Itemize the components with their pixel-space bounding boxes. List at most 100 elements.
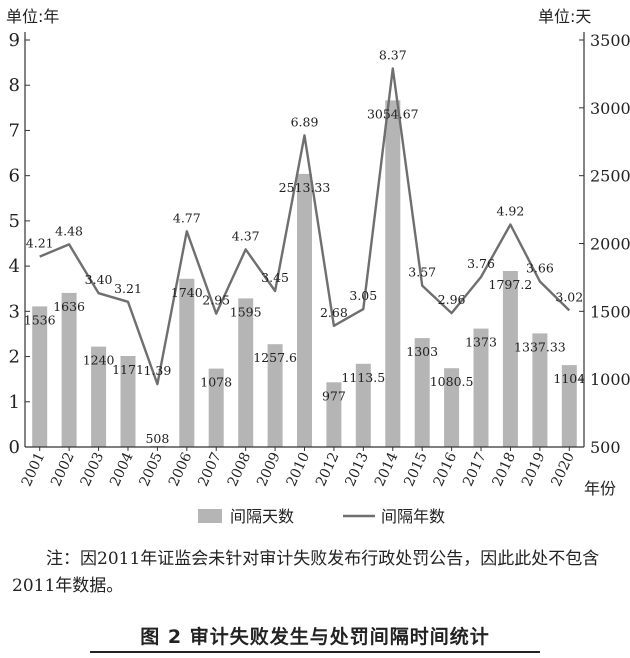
right-tick-label: 2000	[590, 235, 630, 254]
x-tick-label: 2008	[225, 450, 255, 489]
left-tick-label: 6	[9, 166, 20, 187]
right-tick-label: 2500	[590, 167, 630, 186]
right-tick-label: 3500	[590, 31, 630, 50]
right-tick-label: 3000	[590, 99, 630, 118]
right-tick-label: 500	[590, 438, 621, 457]
x-tick-label: 2006	[166, 450, 196, 489]
bar-2013	[355, 363, 371, 447]
bar-value-label: 1104	[553, 371, 585, 386]
bar-value-label: 1536	[24, 312, 56, 327]
right-axis-unit: 单位:天	[538, 7, 591, 26]
line-value-label: 8.37	[379, 48, 407, 63]
line-value-label: 2.95	[202, 293, 230, 308]
bar-value-label: 1595	[230, 304, 262, 319]
bar-2006	[179, 278, 195, 447]
bar-2010	[297, 173, 312, 447]
x-tick-label: 2007	[195, 450, 225, 489]
bar-2019	[532, 333, 548, 447]
x-tick-label: 2012	[313, 450, 343, 489]
left-tick-label: 1	[9, 392, 20, 413]
figure-caption: 图 2 审计失败发生与处罚间隔时间统计	[140, 626, 490, 648]
line-value-label: 3.21	[114, 281, 142, 296]
bar-value-label: 1240	[83, 353, 115, 368]
bar-2004	[120, 356, 136, 447]
bar-value-label: 1797.2	[489, 277, 533, 292]
bar-value-label: 1171	[112, 362, 144, 377]
legend-bar-swatch	[198, 509, 222, 523]
x-tick-label: 2013	[342, 450, 372, 489]
bar-value-label: 508	[145, 431, 169, 446]
left-tick-label: 7	[9, 120, 20, 141]
bar-2020	[561, 365, 577, 447]
x-tick-label: 2009	[254, 450, 284, 489]
bar-2001	[32, 306, 48, 447]
bar-value-label: 1113.5	[341, 370, 385, 385]
bar-value-label: 1373	[465, 335, 497, 350]
left-tick-label: 5	[9, 211, 20, 232]
line-value-label: 3.57	[408, 265, 436, 280]
x-tick-label: 2020	[548, 450, 578, 489]
bar-2009	[267, 344, 283, 447]
left-tick-label: 0	[9, 437, 20, 458]
line-value-label: 3.05	[349, 288, 377, 303]
bar-2014	[385, 100, 401, 448]
bar-2002	[61, 292, 77, 447]
line-value-label: 3.66	[526, 261, 554, 276]
bar-2017	[473, 328, 489, 447]
x-tick-label: 2003	[78, 450, 108, 489]
legend-bar-label: 间隔天数	[230, 507, 294, 526]
line-value-label: 4.21	[26, 236, 54, 251]
bar-value-label: 1080.5	[430, 374, 474, 389]
dual-axis-chart: 15361636124011715081740107815951257.6251…	[6, 7, 630, 526]
bar-value-label: 1740	[171, 285, 203, 300]
x-tick-label: 2015	[401, 450, 431, 489]
right-tick-label: 1000	[590, 370, 630, 389]
line-value-label: 3.02	[555, 289, 583, 304]
bar-value-label: 1257.6	[253, 350, 297, 365]
bar-2012	[326, 382, 342, 447]
bar-value-label: 3054.67	[367, 106, 419, 121]
line-value-label: 2.96	[438, 292, 466, 307]
x-tick-label: 2018	[489, 450, 519, 489]
caption-underline	[90, 651, 540, 653]
bar-2008	[238, 298, 254, 447]
bar-value-label: 2513.33	[279, 180, 331, 195]
bar-2015	[414, 338, 430, 447]
line-value-label: 4.77	[173, 210, 201, 225]
x-tick-label: 2017	[460, 450, 490, 489]
bar-value-label: 977	[322, 388, 346, 403]
bar-2018	[502, 271, 518, 447]
bar-2003	[91, 346, 107, 447]
x-axis-unit: 年份	[584, 479, 616, 498]
bar-value-label: 1078	[200, 375, 232, 390]
legend-line-label: 间隔年数	[381, 507, 445, 526]
x-tick-label: 2005	[136, 450, 166, 489]
bar-2007	[208, 368, 224, 447]
x-tick-label: 2002	[48, 450, 78, 489]
bar-2016	[444, 368, 460, 447]
left-tick-label: 9	[9, 30, 20, 51]
x-tick-label: 2004	[107, 450, 137, 489]
x-tick-label: 2014	[372, 450, 402, 489]
chart-footnote: 注：因2011年证监会未针对审计失败发布行政处罚公告，因此此处不包含2011年数…	[12, 549, 600, 596]
left-tick-label: 4	[9, 256, 20, 277]
left-tick-label: 8	[9, 75, 20, 96]
x-tick-label: 2016	[431, 450, 461, 489]
x-tick-label: 2001	[19, 450, 49, 489]
bar-value-label: 1636	[53, 299, 85, 314]
line-value-label: 2.68	[320, 305, 348, 320]
line-value-label: 1.39	[143, 363, 171, 378]
bar-value-label: 1337.33	[514, 339, 566, 354]
line-value-label: 3.40	[85, 272, 113, 287]
line-value-label: 4.48	[55, 223, 83, 238]
left-axis-unit: 单位:年	[6, 7, 59, 26]
left-tick-label: 3	[9, 301, 20, 322]
line-value-label: 4.37	[232, 228, 260, 243]
x-tick-label: 2010	[284, 450, 314, 489]
line-value-label: 3.76	[467, 256, 495, 271]
line-value-label: 3.45	[261, 270, 289, 285]
line-value-label: 6.89	[291, 114, 319, 129]
line-series	[39, 67, 571, 386]
x-tick-label: 2019	[519, 450, 549, 489]
bar-value-label: 1303	[406, 344, 438, 359]
